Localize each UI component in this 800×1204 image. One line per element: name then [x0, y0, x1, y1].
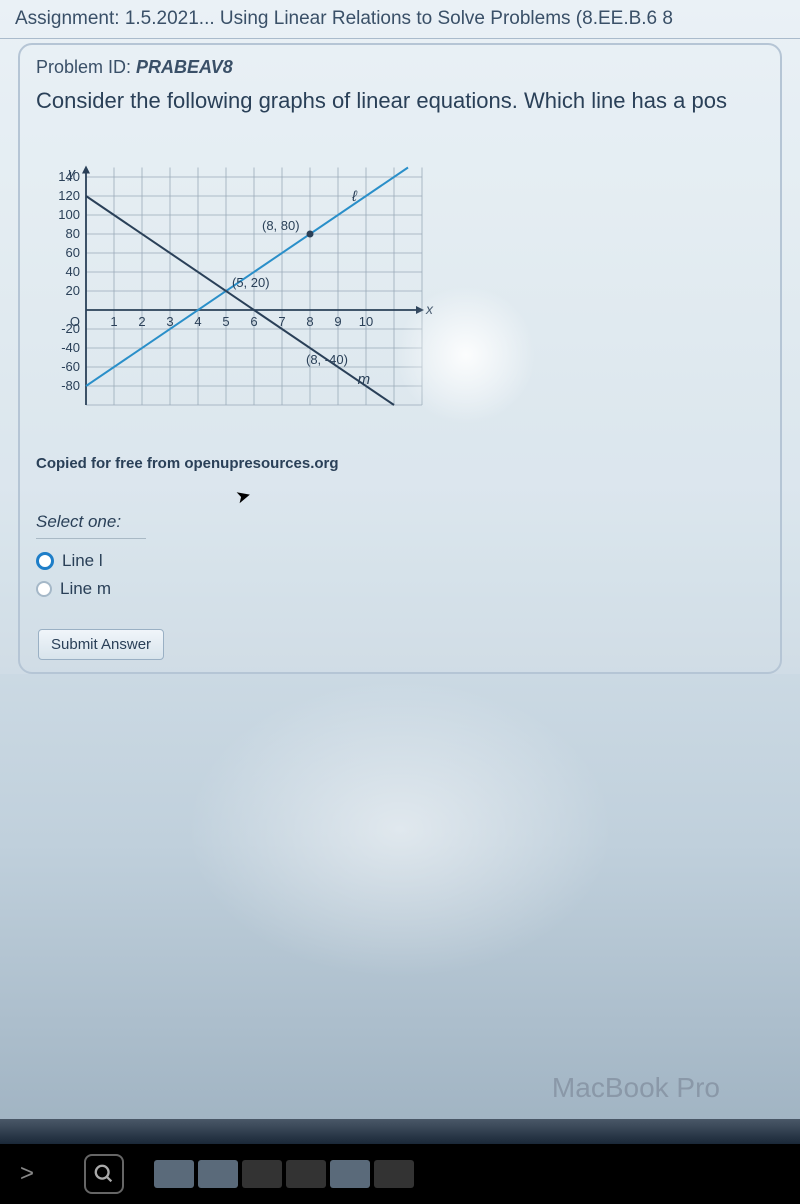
touchbar-thumb[interactable]	[374, 1160, 414, 1188]
question-text: Consider the following graphs of linear …	[36, 86, 764, 117]
svg-text:5: 5	[222, 314, 229, 329]
svg-text:1: 1	[110, 314, 117, 329]
problem-id: Problem ID: PRABEAV8	[36, 57, 764, 78]
svg-text:(8, 80): (8, 80)	[262, 218, 300, 233]
svg-text:140: 140	[58, 169, 80, 184]
assignment-title: Assignment: 1.5.2021... Using Linear Rel…	[0, 0, 800, 39]
chart: yx-80-60-40-2020406080100120140123456789…	[36, 135, 456, 425]
touchbar: >	[0, 1144, 800, 1204]
svg-text:4: 4	[194, 314, 201, 329]
touchbar-thumb[interactable]	[198, 1160, 238, 1188]
problem-id-value: PRABEAV8	[136, 57, 233, 77]
svg-text:6: 6	[250, 314, 257, 329]
svg-text:x: x	[425, 301, 434, 317]
problem-id-label: Problem ID:	[36, 57, 136, 77]
svg-text:8: 8	[306, 314, 313, 329]
radio-label-l: Line l	[62, 551, 103, 571]
radio-circle-l	[36, 552, 54, 570]
svg-text:20: 20	[66, 283, 80, 298]
attribution-text: Copied for free from openupresources.org	[36, 455, 764, 472]
radio-label-m: Line m	[60, 579, 111, 599]
touchbar-thumb[interactable]	[330, 1160, 370, 1188]
touchbar-thumbnails	[154, 1160, 780, 1188]
submit-button[interactable]: Submit Answer	[38, 629, 164, 660]
svg-text:(5, 20): (5, 20)	[232, 275, 270, 290]
light-reflection	[150, 654, 650, 1004]
chart-svg: yx-80-60-40-2020406080100120140123456789…	[36, 135, 456, 425]
svg-text:9: 9	[334, 314, 341, 329]
content-card: Assignment: 1.5.2021... Using Linear Rel…	[0, 0, 800, 674]
touchbar-thumb[interactable]	[242, 1160, 282, 1188]
touchbar-search-button[interactable]	[84, 1154, 124, 1194]
touchbar-thumb[interactable]	[286, 1160, 326, 1188]
radio-option-l[interactable]: Line l	[36, 551, 764, 571]
svg-text:40: 40	[66, 264, 80, 279]
macbook-label: MacBook Pro	[552, 1072, 720, 1104]
svg-text:-80: -80	[61, 378, 80, 393]
select-label: Select one:	[36, 512, 146, 539]
screen-bezel	[0, 1119, 800, 1144]
svg-text:100: 100	[58, 207, 80, 222]
svg-text:60: 60	[66, 245, 80, 260]
radio-circle-m	[36, 581, 52, 597]
svg-text:80: 80	[66, 226, 80, 241]
svg-text:120: 120	[58, 188, 80, 203]
problem-panel: Problem ID: PRABEAV8 Consider the follow…	[18, 43, 782, 674]
touchbar-thumb[interactable]	[154, 1160, 194, 1188]
svg-text:10: 10	[359, 314, 373, 329]
radio-option-m[interactable]: Line m	[36, 579, 764, 599]
radio-group: Line l Line m	[36, 551, 764, 599]
touchbar-back-icon[interactable]: >	[20, 1160, 34, 1188]
search-icon	[93, 1163, 115, 1185]
svg-text:-40: -40	[61, 340, 80, 355]
svg-text:(8, -40): (8, -40)	[306, 352, 348, 367]
svg-text:2: 2	[138, 314, 145, 329]
svg-text:O: O	[70, 314, 80, 329]
svg-text:-60: -60	[61, 359, 80, 374]
svg-text:m: m	[358, 371, 371, 388]
